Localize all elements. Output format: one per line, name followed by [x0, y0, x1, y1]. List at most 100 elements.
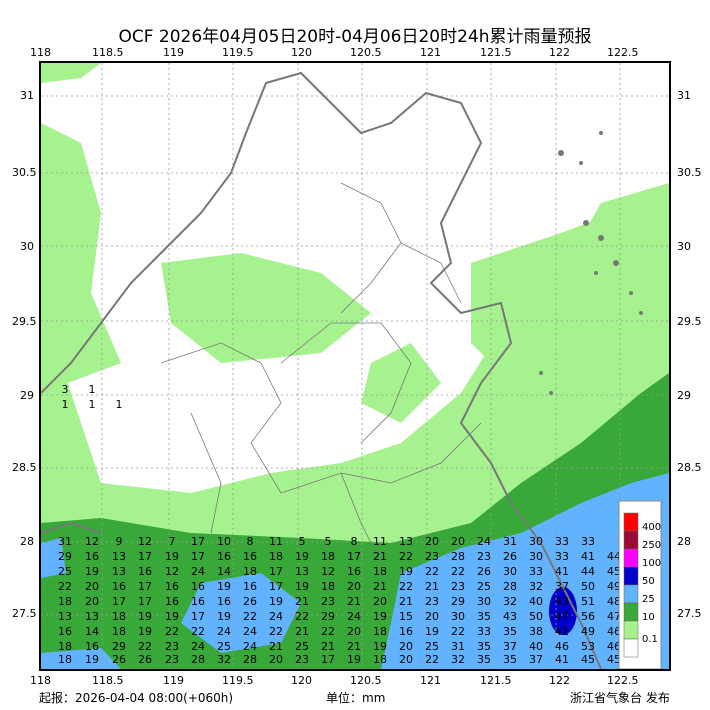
station-value: 40: [529, 640, 543, 653]
station-value: 21: [269, 640, 283, 653]
station-value: 17: [269, 580, 283, 593]
station-value: 22: [425, 565, 439, 578]
station-value: 18: [112, 610, 126, 623]
lon-label: 119: [163, 46, 184, 59]
station-value: 53: [581, 640, 595, 653]
station-value: 21: [425, 580, 439, 593]
station-value: 13: [112, 550, 126, 563]
station-value: 19: [399, 565, 413, 578]
station-value: 33: [555, 550, 569, 563]
station-value: 16: [217, 550, 231, 563]
station-value: 20: [425, 610, 439, 623]
map-panel: 3 1 1 1 1 31 12 9 12 7 17 10 8 11 5 5 8 …: [39, 61, 671, 671]
station-value: 22: [295, 610, 309, 623]
legend-swatch: [623, 584, 639, 604]
station-value: 13: [399, 535, 413, 548]
lon-label: 122: [549, 46, 570, 59]
station-value: 41: [555, 565, 569, 578]
station-value: 9: [116, 535, 123, 548]
boundaries: [41, 71, 602, 669]
station-value: 22: [243, 610, 257, 623]
station-value: 49: [607, 580, 621, 593]
station-value: 19: [295, 580, 309, 593]
station-value: 22: [165, 625, 179, 638]
lat-label: 28: [20, 535, 34, 548]
lat-label: 29: [677, 389, 691, 402]
station-value: 18: [321, 550, 335, 563]
lon-label: 122: [549, 674, 570, 687]
station-value: 12: [138, 535, 152, 548]
lat-label: 28: [677, 535, 691, 548]
station-value: 28: [451, 550, 465, 563]
lat-label: 29.5: [12, 315, 37, 328]
station-value: 44: [607, 550, 621, 563]
lon-label: 118: [30, 46, 51, 59]
station-value: 23: [451, 580, 465, 593]
legend-label: 50: [642, 576, 655, 587]
station-value: 41: [581, 550, 595, 563]
station-value: 17: [138, 595, 152, 608]
lat-label: 31: [20, 89, 34, 102]
station-value: 35: [477, 640, 491, 653]
station-value: 19: [165, 610, 179, 623]
station-value: 19: [217, 610, 231, 623]
station-value: 19: [373, 610, 387, 623]
lat-label: 28.5: [12, 461, 37, 474]
lon-label: 120: [291, 674, 312, 687]
lon-label: 121.5: [480, 46, 512, 59]
lon-label: 121: [420, 674, 441, 687]
station-value: 18: [269, 550, 283, 563]
station-value: 13: [295, 565, 309, 578]
lat-label: 30: [20, 240, 34, 253]
station-value: 13: [112, 565, 126, 578]
station-value: 28: [191, 653, 205, 666]
publisher-text: 浙江省气象台 发布: [570, 691, 670, 705]
station-value: 10: [217, 535, 231, 548]
station-value: 20: [269, 653, 283, 666]
station-value: 19: [425, 625, 439, 638]
station-value: 29: [112, 640, 126, 653]
station-value: 8: [351, 535, 358, 548]
station-value: 30: [477, 595, 491, 608]
lat-label: 27.5: [12, 607, 37, 620]
station-value: 46: [555, 640, 569, 653]
station-value: 31: [451, 640, 465, 653]
station-value: 31: [58, 535, 72, 548]
station-value: 35: [503, 653, 517, 666]
station-value: 46: [607, 625, 621, 638]
station-value: 19: [138, 625, 152, 638]
islands: [539, 131, 643, 395]
station-value: 17: [191, 550, 205, 563]
station-value: 24: [477, 535, 491, 548]
station-value: 32: [217, 653, 231, 666]
station-value: 17: [347, 550, 361, 563]
station-value: 45: [581, 653, 595, 666]
station-value: 47: [607, 610, 621, 623]
station-value: 22: [425, 653, 439, 666]
legend-swatch: [623, 530, 639, 550]
station-value: 24: [269, 610, 283, 623]
station-value: 12: [321, 565, 335, 578]
lon-label: 122.5: [607, 674, 639, 687]
station-value: 19: [269, 595, 283, 608]
station-value: 56: [581, 610, 595, 623]
station-value: 23: [165, 653, 179, 666]
station-value: 22: [451, 565, 465, 578]
legend-swatch: [623, 620, 639, 640]
station-value: 21: [295, 595, 309, 608]
station-value: 24: [191, 640, 205, 653]
legend-label: 25: [642, 594, 655, 605]
station-value: 16: [347, 565, 361, 578]
lon-label: 118.5: [92, 46, 124, 59]
station-value: 1: [62, 398, 69, 411]
station-value: 45: [607, 653, 621, 666]
station-value: 17: [321, 653, 335, 666]
legend-label: 100: [642, 558, 661, 569]
lon-label: 120.5: [350, 674, 382, 687]
station-value: 47: [555, 610, 569, 623]
station-value: 33: [477, 625, 491, 638]
station-value: 20: [373, 595, 387, 608]
station-value: 14: [85, 625, 99, 638]
station-value: 18: [243, 565, 257, 578]
station-value: 38: [529, 625, 543, 638]
